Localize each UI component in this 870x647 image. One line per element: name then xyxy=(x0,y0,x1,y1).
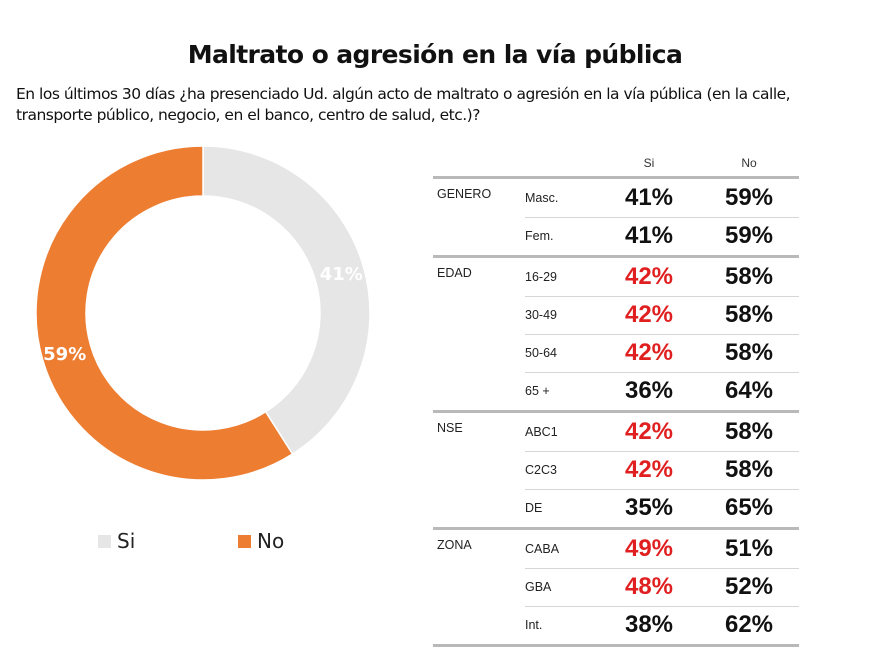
value-si: 35% xyxy=(599,488,699,529)
value-no: 64% xyxy=(699,371,799,412)
value-no: 58% xyxy=(699,255,799,296)
value-si: 38% xyxy=(599,605,699,647)
donut-label-si: 41% xyxy=(320,264,363,285)
subgroup-label: Int. xyxy=(525,605,599,647)
donut-chart: 41% 59% xyxy=(35,145,371,481)
donut-label-no: 59% xyxy=(43,344,86,365)
table-row: GBA 48% 52% xyxy=(433,567,799,606)
value-no: 58% xyxy=(699,450,799,489)
value-no: 51% xyxy=(699,527,799,568)
group-label xyxy=(433,606,525,647)
crosstab-table: Si No GENERO Masc. 41% 59% Fem. 41% 59% EDAD 16-… xyxy=(433,150,799,647)
subgroup-label: ABC1 xyxy=(525,410,599,451)
table-row: Int. 38% 62% xyxy=(433,605,799,647)
value-si: 49% xyxy=(599,527,699,568)
subgroup-label: Fem. xyxy=(525,216,599,257)
table-row: 50-64 42% 58% xyxy=(433,333,799,372)
header-group xyxy=(433,150,525,178)
donut-slice-no xyxy=(35,145,294,481)
group-label xyxy=(433,334,525,372)
subgroup-label: 65 + xyxy=(525,371,599,412)
group-label xyxy=(433,568,525,606)
value-no: 59% xyxy=(699,176,799,217)
table-row: 65 +36% 64% xyxy=(433,371,799,412)
table-header-row: Si No xyxy=(433,150,799,178)
group-label: NSE xyxy=(433,410,525,451)
value-no: 58% xyxy=(699,333,799,372)
table-row: NSE ABC1 42% 58% xyxy=(433,410,799,451)
value-si: 42% xyxy=(599,450,699,489)
value-si: 42% xyxy=(599,295,699,334)
subgroup-label: 16-29 xyxy=(525,255,599,296)
group-label xyxy=(433,296,525,334)
table-row: 30-49 42% 58% xyxy=(433,295,799,334)
legend-label-no: No xyxy=(257,529,285,553)
table-row: DE 35% 65% xyxy=(433,488,799,529)
table-row: ZONA CABA 49% 51% xyxy=(433,527,799,568)
chart-title: Maltrato o agresión en la vía pública xyxy=(187,40,683,69)
group-label xyxy=(433,217,525,257)
legend-item-no: No xyxy=(238,529,284,553)
header-no: No xyxy=(741,156,757,170)
value-no: 52% xyxy=(699,567,799,606)
value-si: 36% xyxy=(599,371,699,412)
group-label: ZONA xyxy=(433,527,525,568)
value-si: 42% xyxy=(599,410,699,451)
value-si: 42% xyxy=(599,333,699,372)
subgroup-label: DE xyxy=(525,488,599,529)
group-label: EDAD xyxy=(433,255,525,296)
legend-item-si: Si xyxy=(98,529,135,553)
legend-swatch-no xyxy=(238,534,251,548)
survey-question: En los últimos 30 días ¿ha presenciado U… xyxy=(16,85,791,124)
value-no: 65% xyxy=(699,488,799,529)
subgroup-label: CABA xyxy=(525,527,599,568)
table-row: GENERO Masc. 41% 59% xyxy=(433,176,799,217)
group-label xyxy=(433,372,525,412)
table-row: Fem. 41% 59% xyxy=(433,216,799,257)
group-label: GENERO xyxy=(433,176,525,217)
value-si: 48% xyxy=(599,567,699,606)
value-si: 42% xyxy=(599,255,699,296)
legend-label-si: Si xyxy=(117,529,136,553)
header-si: Si xyxy=(643,156,655,170)
value-no: 59% xyxy=(699,216,799,257)
subgroup-label: Masc. xyxy=(525,176,599,217)
group-label xyxy=(433,489,525,529)
subgroup-label: 50-64 xyxy=(525,333,599,372)
value-no: 58% xyxy=(699,410,799,451)
donut-slice-si xyxy=(202,145,371,456)
header-subgroup xyxy=(525,150,599,178)
subgroup-label: 30-49 xyxy=(525,295,599,334)
value-no: 58% xyxy=(699,295,799,334)
subgroup-label: GBA xyxy=(525,567,599,606)
group-label xyxy=(433,451,525,489)
subgroup-label: C2C3 xyxy=(525,450,599,489)
value-si: 41% xyxy=(599,216,699,257)
value-si: 41% xyxy=(599,176,699,217)
table-row: EDAD 16-29 42% 58% xyxy=(433,255,799,296)
table-row: C2C3 42% 58% xyxy=(433,450,799,489)
legend-swatch-si xyxy=(98,534,111,548)
value-no: 62% xyxy=(699,605,799,647)
